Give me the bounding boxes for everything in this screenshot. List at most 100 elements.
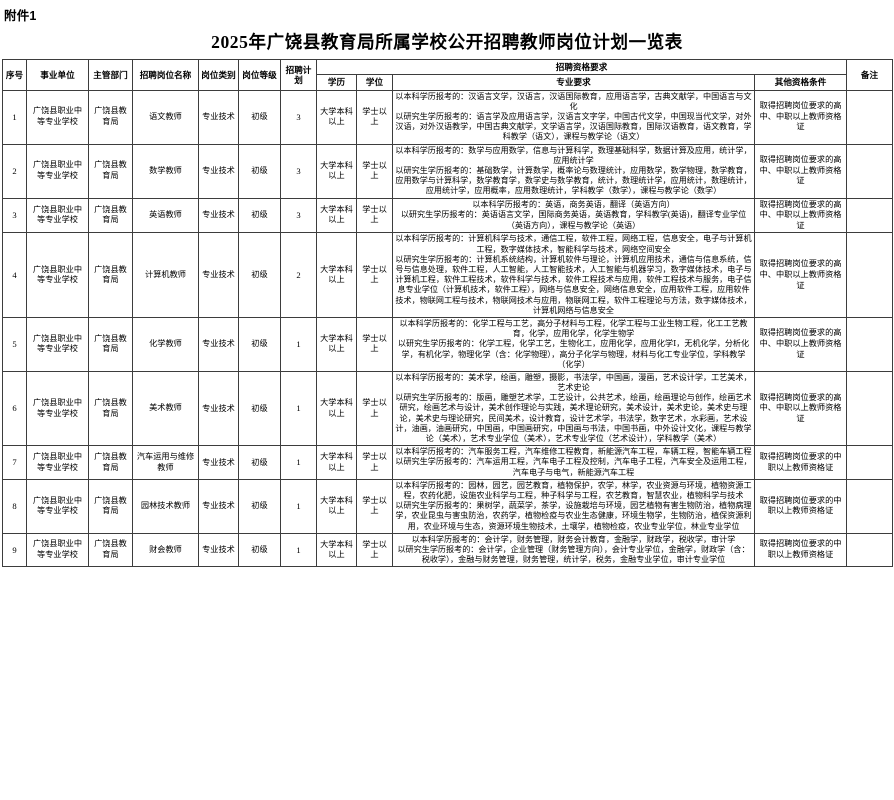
header-plan: 招聘计划	[280, 59, 317, 91]
cell-other-qualification: 取得招聘岗位要求的高中、中职以上教师资格证	[753, 89, 848, 145]
cell-remark	[846, 89, 894, 145]
header-row-2: 学历 学位 专业要求 其他资格条件	[3, 74, 893, 91]
cell-dept: 广饶县教育局	[88, 197, 133, 234]
table-row: 5 广饶县职业中等专业学校 广饶县教育局 化学教师 专业技术 初级 1 大学本科以上 学士以上以…	[2, 316, 894, 372]
cell-major: 以本科学历报考的：计算机科学与技术，通信工程，软件工程，网络工程，信息安全，电子…	[392, 232, 755, 318]
cell-education: 大学本科以上	[316, 532, 357, 568]
cell-post-type: 专业技术	[198, 532, 239, 568]
major-undergraduate: 以本科学历报考的：汽车服务工程，汽车维修工程教育，新能源汽车工程，车辆工程，智能…	[395, 447, 752, 457]
cell-unit: 广饶县职业中等专业学校	[26, 143, 89, 199]
major-graduate: 以研究生学历报考的：化学工程，化学工艺，生物化工，应用化学，应用化学Ⅰ，无机化学…	[397, 339, 750, 369]
cell-major: 以本科学历报考的：汽车服务工程，汽车维修工程教育，新能源汽车工程，车辆工程，智能…	[392, 445, 755, 480]
cell-degree: 学士以上	[356, 232, 393, 318]
cell-seq: 3	[2, 197, 27, 234]
cell-other-qualification: 取得招聘岗位要求的高中、中职以上教师资格证	[753, 143, 848, 199]
cell-dept: 广饶县教育局	[88, 232, 133, 318]
cell-major: 以本科学历报考的：化学工程与工艺，高分子材料与工程，化学工程与工业生物工程，化工…	[392, 316, 755, 372]
cell-post-name: 语文教师	[132, 89, 199, 145]
cell-post-name: 计算机教师	[132, 232, 199, 318]
header-seq: 序号	[2, 59, 27, 91]
cell-post-level: 初级	[238, 445, 281, 480]
cell-dept: 广饶县教育局	[88, 370, 133, 447]
cell-major: 以本科学历报考的：英语，商务英语，翻译（英语方向） 以研究生学历报考的：英语语言文…	[392, 197, 755, 234]
cell-seq: 4	[2, 232, 27, 318]
cell-unit: 广饶县职业中等专业学校	[26, 316, 89, 372]
cell-major: 以本科学历报考的：数学与应用数学，信息与计算科学，数理基础科学，数据计算及应用，…	[392, 143, 755, 199]
cell-other-qualification: 取得招聘岗位要求的中职以上教师资格证	[753, 478, 848, 534]
cell-unit: 广饶县职业中等专业学校	[26, 532, 89, 568]
cell-unit: 广饶县职业中等专业学校	[26, 478, 89, 534]
header-education: 学历	[316, 74, 357, 91]
cell-degree: 学士以上	[356, 89, 393, 145]
cell-post-type: 专业技术	[198, 89, 239, 145]
cell-major: 以本科学历报考的：园林，园艺，园艺教育，植物保护，农学，林学，农业资源与环境，植…	[392, 478, 755, 534]
cell-post-type: 专业技术	[198, 370, 239, 447]
cell-other-qualification: 取得招聘岗位要求的高中、中职以上教师资格证	[753, 370, 848, 447]
attachment-label: 附件1	[4, 9, 37, 23]
cell-other-qualification: 取得招聘岗位要求的高中、中职以上教师资格证	[753, 316, 848, 372]
cell-post-level: 初级	[238, 197, 281, 234]
cell-plan: 1	[280, 445, 317, 480]
major-graduate: 以研究生学历报考的：版画，雕塑艺术学，工艺设计，公共艺术，绘画，绘画理论与创作，…	[395, 393, 752, 444]
cell-post-level: 初级	[238, 370, 281, 447]
table-row: 2 广饶县职业中等专业学校 广饶县教育局 数学教师 专业技术 初级 3 大学本科以上 学士以上以…	[2, 143, 894, 199]
cell-dept: 广饶县教育局	[88, 532, 133, 568]
cell-plan: 3	[280, 89, 317, 145]
cell-degree: 学士以上	[356, 445, 393, 480]
cell-degree: 学士以上	[356, 143, 393, 199]
major-undergraduate: 以本科学历报考的：会计学，财务管理，财务会计教育，金融学，财政学，税收学，审计学	[411, 534, 736, 544]
cell-post-level: 初级	[238, 232, 281, 318]
cell-remark	[846, 478, 894, 534]
cell-remark	[846, 197, 894, 234]
cell-degree: 学士以上	[356, 478, 393, 534]
cell-dept: 广饶县教育局	[88, 316, 133, 372]
cell-degree: 学士以上	[356, 316, 393, 372]
table-row: 7 广饶县职业中等专业学校 广饶县教育局 汽车运用与维修教师 专业技术 初级 1 大学本科以上…	[2, 445, 894, 480]
cell-education: 大学本科以上	[316, 478, 357, 534]
major-undergraduate: 以本科学历报考的：汉语言文学，汉语言，汉语国际教育，应用语言学，古典文献学，中国…	[395, 91, 752, 111]
cell-education: 大学本科以上	[316, 316, 357, 372]
cell-post-name: 英语教师	[132, 197, 199, 234]
cell-remark	[846, 316, 894, 372]
header-dept: 主管部门	[88, 59, 133, 91]
header-remark: 备注	[846, 59, 894, 91]
cell-dept: 广饶县教育局	[88, 143, 133, 199]
major-undergraduate: 以本科学历报考的：美术学，绘画，雕塑，摄影，书法学，中国画，漫画，艺术设计学，工…	[395, 372, 752, 393]
major-undergraduate: 以本科学历报考的：计算机科学与技术，通信工程，软件工程，网络工程，信息安全，电子…	[395, 234, 752, 254]
cell-major: 以本科学历报考的：美术学，绘画，雕塑，摄影，书法学，中国画，漫画，艺术设计学，工…	[392, 370, 755, 447]
cell-plan: 3	[280, 197, 317, 234]
cell-education: 大学本科以上	[316, 143, 357, 199]
cell-post-name: 汽车运用与维修教师	[132, 445, 199, 480]
page-title: 2025年广饶县教育局所属学校公开招聘教师岗位计划一览表	[211, 32, 683, 52]
major-graduate: 以研究生学历报考的：计算机系统结构，计算机软件与理论，计算机应用技术，通信与信息…	[395, 254, 752, 315]
cell-post-name: 数学教师	[132, 143, 199, 199]
major-graduate: 以研究生学历报考的：果树学，蔬菜学，茶学，设施栽培与环境，园艺植物有害生物防治，…	[395, 501, 752, 531]
header-row-1: 序号 事业单位 主管部门 招聘岗位名称 岗位类别 岗位等级 招聘计划 招聘资格要…	[2, 58, 894, 91]
cell-unit: 广饶县职业中等专业学校	[26, 89, 89, 145]
cell-seq: 9	[2, 532, 27, 568]
cell-unit: 广饶县职业中等专业学校	[26, 370, 89, 447]
header-other: 其他资格条件	[753, 74, 848, 91]
cell-plan: 1	[280, 370, 317, 447]
major-undergraduate: 以本科学历报考的：化学工程与工艺，高分子材料与工程，化学工程与工业生物工程，化工…	[399, 318, 748, 339]
cell-post-type: 专业技术	[198, 478, 239, 534]
cell-post-level: 初级	[238, 532, 281, 568]
cell-education: 大学本科以上	[316, 232, 357, 318]
cell-seq: 2	[2, 143, 27, 199]
major-graduate: 以研究生学历报考的：英语语言文学，国际商务英语，英语教育，学科教学(英语)，翻译…	[400, 210, 747, 230]
table-row: 6 广饶县职业中等专业学校 广饶县教育局 美术教师 专业技术 初级 1 大学本科以上 学士以上以…	[2, 370, 894, 447]
table-row: 9 广饶县职业中等专业学校 广饶县教育局 财会教师 专业技术 初级 1 大学本科以上 学士以上以…	[2, 532, 894, 568]
cell-remark	[846, 445, 894, 480]
cell-degree: 学士以上	[356, 197, 393, 234]
cell-seq: 6	[2, 370, 27, 447]
header-unit: 事业单位	[26, 59, 89, 91]
cell-unit: 广饶县职业中等专业学校	[26, 445, 89, 480]
header-post-level: 岗位等级	[238, 59, 281, 91]
major-undergraduate: 以本科学历报考的：英语，商务英语，翻译（英语方向）	[472, 200, 675, 210]
cell-post-name: 园林技术教师	[132, 478, 199, 534]
header-degree: 学位	[356, 74, 393, 91]
cell-unit: 广饶县职业中等专业学校	[26, 232, 89, 318]
cell-remark	[846, 232, 894, 318]
cell-major: 以本科学历报考的：会计学，财务管理，财务会计教育，金融学，财政学，税收学，审计学…	[392, 532, 755, 568]
